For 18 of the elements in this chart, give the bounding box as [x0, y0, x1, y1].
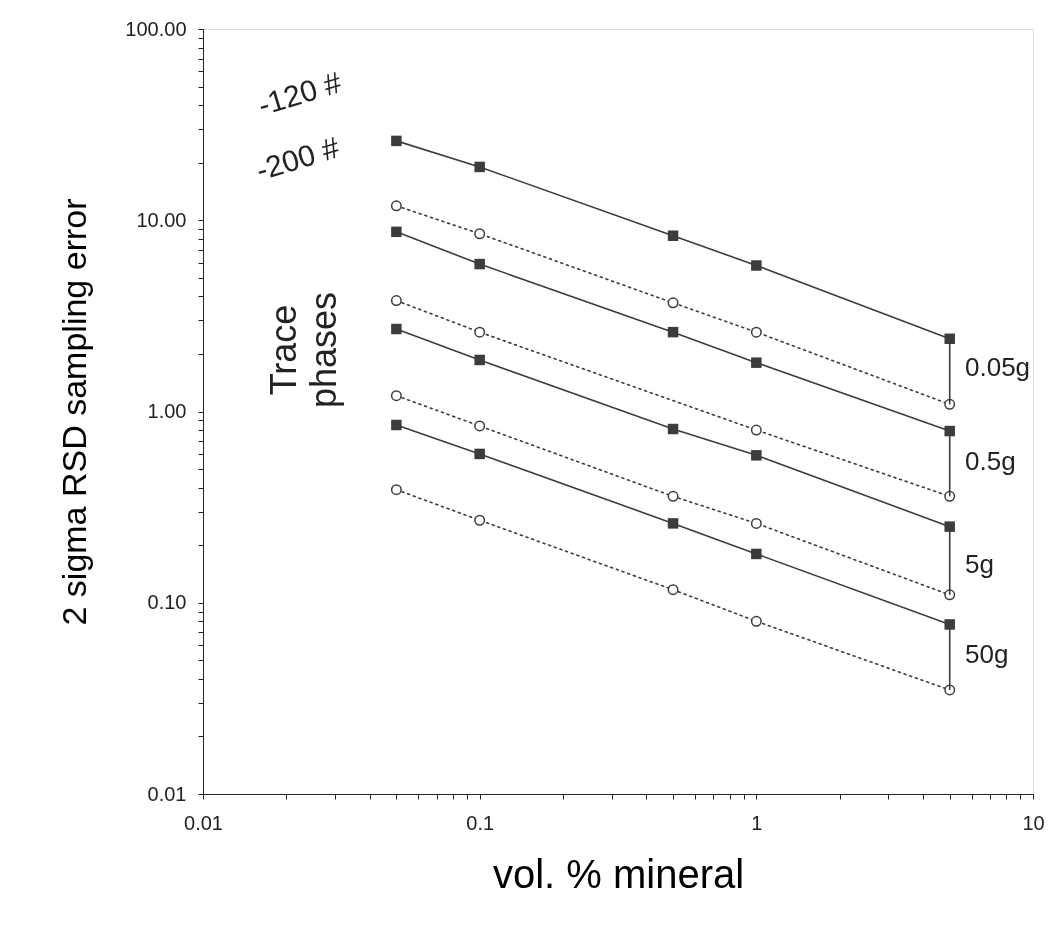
x-axis-title: vol. % mineral [492, 851, 745, 896]
annotation: 5g [965, 549, 994, 579]
annotation: 0.5g [965, 446, 1016, 476]
annotation: -200 # [252, 130, 344, 187]
annotation: -120 # [254, 65, 346, 122]
y-tick-label: 0.01 [147, 782, 187, 805]
annotation: 50g [965, 639, 1009, 669]
y-axis-title: 2 sigma RSD sampling error [55, 198, 94, 626]
x-tick-label: 10 [1022, 811, 1045, 834]
y-tick-label: 100.00 [125, 17, 187, 40]
y-tick-label: 0.10 [147, 591, 187, 614]
x-tick-label: 0.01 [184, 811, 223, 834]
annotation: Trace phases [263, 291, 344, 409]
x-tick-label: 1 [751, 811, 763, 834]
y-tick-label: 1.00 [147, 400, 187, 422]
annotation: 0.05g [965, 352, 1031, 382]
x-tick-label: 0.1 [466, 811, 495, 834]
y-tick-label: 10.00 [136, 208, 187, 231]
